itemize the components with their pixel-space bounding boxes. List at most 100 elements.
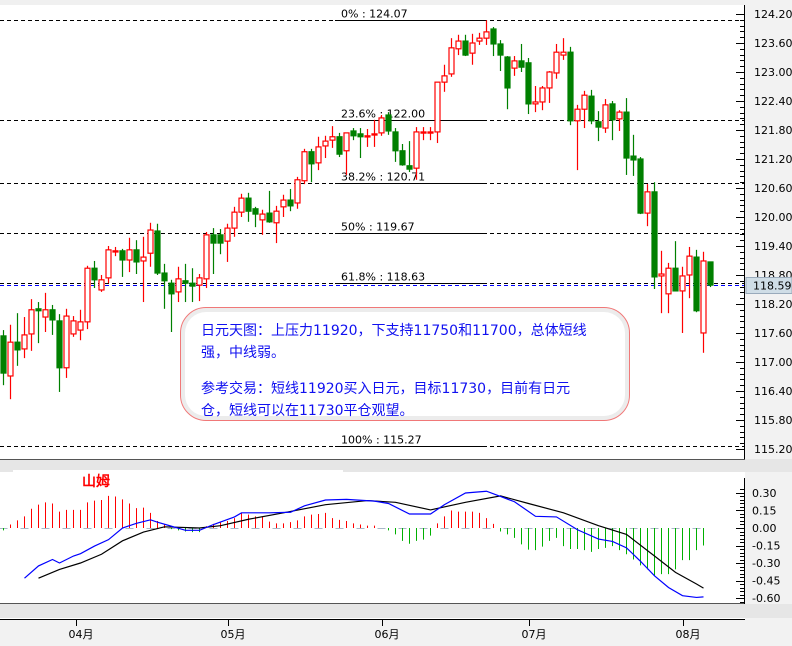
candle	[651, 182, 658, 289]
candle	[224, 223, 231, 262]
candle-body	[21, 334, 28, 350]
candle-body	[525, 62, 532, 105]
date-axis-label: 06月	[375, 628, 400, 641]
date-axis-label: 05月	[221, 628, 246, 641]
candle	[63, 308, 70, 378]
candle	[420, 127, 427, 141]
candle	[623, 98, 630, 175]
candle-body	[322, 140, 329, 147]
date-axis-label: 08月	[676, 628, 701, 641]
candle-body	[616, 111, 623, 120]
candle	[378, 115, 385, 136]
candle-body	[266, 212, 273, 223]
candle-body	[336, 136, 343, 155]
candle	[287, 188, 294, 212]
price-axis-label: 121.20	[754, 153, 792, 166]
price-axis-label: 122.40	[754, 95, 792, 108]
candle	[693, 249, 700, 313]
candle-body	[623, 111, 630, 159]
candle-body	[49, 309, 56, 321]
candle-body	[546, 71, 553, 89]
candle-body	[0, 335, 7, 374]
candle-body	[350, 130, 357, 137]
candle	[168, 279, 175, 333]
candle	[448, 38, 455, 77]
candle	[266, 190, 273, 223]
price-axis-panel	[745, 0, 792, 646]
candle	[161, 263, 168, 309]
candle	[196, 274, 203, 302]
price-axis-label: 121.80	[754, 124, 792, 137]
candle-body	[63, 315, 70, 369]
candle	[112, 246, 119, 257]
macd-axis-label: -0.15	[752, 540, 780, 553]
candle	[364, 129, 371, 147]
candle-body	[378, 117, 385, 134]
candle-body	[105, 249, 112, 279]
date-axis-label: 04月	[69, 628, 94, 641]
candle-body	[588, 95, 595, 122]
candle	[434, 81, 441, 144]
candle-body	[7, 341, 14, 377]
candle	[469, 33, 476, 65]
candle-body	[686, 255, 693, 276]
candle	[700, 251, 707, 353]
candle-body	[357, 133, 364, 138]
candle-body	[147, 229, 154, 254]
candle	[133, 240, 140, 275]
price-axis-label: 117.00	[754, 356, 792, 369]
candle-body	[574, 108, 581, 122]
candle-body	[483, 31, 490, 39]
annotation-line: 强，中线弱。	[201, 345, 285, 361]
candle-body	[280, 199, 287, 208]
candle-body	[84, 267, 91, 323]
candle	[343, 132, 350, 175]
candle	[455, 34, 462, 56]
candle	[315, 136, 322, 171]
candle-body	[154, 230, 161, 274]
candle-body	[140, 256, 147, 262]
candle	[637, 157, 644, 215]
candle-body	[168, 282, 175, 295]
candle	[539, 86, 546, 111]
candle	[301, 148, 308, 185]
fib-label: 61.8% : 118.63	[341, 271, 425, 284]
candle	[679, 266, 686, 333]
candle-body	[665, 267, 672, 295]
candle-body	[231, 211, 238, 229]
candle-body	[329, 136, 336, 141]
candle-body	[560, 51, 567, 56]
candle-body	[462, 40, 469, 56]
fib-label: 50% : 119.67	[341, 221, 415, 234]
candle	[399, 144, 406, 166]
brand-label: 山姆	[82, 474, 110, 490]
candle-body	[553, 51, 560, 74]
candle-body	[175, 278, 182, 293]
candle	[609, 100, 616, 141]
candle-body	[679, 275, 686, 292]
candle-body	[14, 341, 21, 351]
candle-body	[210, 234, 217, 244]
candle-body	[672, 267, 679, 292]
candle	[588, 89, 595, 125]
candle-body	[637, 158, 644, 214]
candle	[28, 299, 35, 351]
candle	[252, 206, 259, 228]
candle-body	[245, 197, 252, 212]
candle	[49, 304, 56, 335]
candle-body	[119, 250, 126, 261]
price-axis-label: 119.40	[754, 240, 792, 253]
candle-body	[644, 191, 651, 214]
candle-body	[56, 320, 63, 369]
candle	[644, 184, 651, 227]
candle	[0, 330, 7, 386]
candle-body	[658, 273, 665, 277]
fib-label: 38.2% : 120.71	[341, 171, 425, 184]
macd-axis-label: 0.30	[752, 487, 777, 500]
candle	[182, 263, 189, 303]
candle	[84, 265, 91, 330]
date-axis-label: 07月	[522, 628, 547, 641]
candle	[707, 261, 714, 288]
candle	[21, 317, 28, 359]
candle	[119, 248, 126, 277]
